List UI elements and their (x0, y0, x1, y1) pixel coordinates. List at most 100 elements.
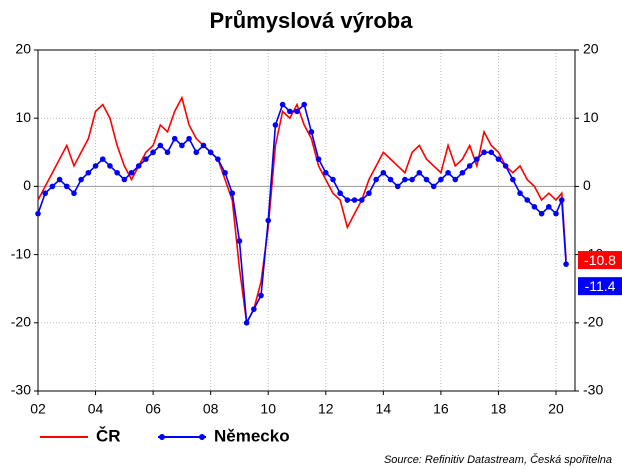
legend-marker (159, 434, 165, 440)
series-marker (546, 204, 552, 210)
series-marker (157, 142, 164, 149)
series-marker (107, 163, 113, 169)
series-marker (71, 190, 77, 197)
end-label: -11.4 (585, 278, 616, 294)
series-marker (279, 101, 286, 108)
series-marker (92, 163, 99, 169)
series-marker (366, 190, 372, 197)
series-marker (243, 320, 250, 326)
series-marker (517, 190, 523, 197)
series-marker (452, 176, 459, 183)
series-marker (114, 169, 120, 176)
series-marker (135, 163, 142, 169)
legend-label: Německo (214, 426, 290, 445)
series-marker (495, 156, 502, 162)
series-marker (531, 204, 538, 210)
series-marker (258, 292, 264, 299)
series-marker (344, 197, 351, 203)
series-marker (42, 190, 48, 197)
series-marker (193, 149, 200, 156)
series-marker (200, 142, 207, 149)
y-tick-label: -20 (11, 314, 31, 330)
series-marker (409, 176, 415, 183)
series-marker (49, 183, 56, 190)
end-label-box (578, 277, 622, 296)
series-marker (150, 149, 156, 156)
x-tick-label: 20 (548, 401, 564, 417)
series-marker (301, 101, 307, 108)
series-marker (229, 190, 236, 197)
series-marker (373, 176, 379, 183)
series-marker (563, 261, 569, 267)
y2-tick-label: -20 (583, 314, 603, 330)
series-marker (186, 135, 192, 142)
x-tick-label: 08 (203, 401, 219, 417)
series-marker (35, 210, 41, 217)
series-marker (510, 176, 516, 183)
series-marker (143, 156, 149, 162)
legend-marker (199, 434, 205, 440)
y-tick-label: -10 (11, 245, 31, 261)
series-marker (488, 149, 495, 156)
y-tick-label: 0 (23, 177, 31, 193)
series-marker (466, 163, 473, 169)
series-marker (315, 156, 322, 162)
y-tick-label: 20 (15, 41, 31, 57)
series-marker (394, 183, 401, 190)
series-marker (56, 176, 63, 183)
series-marker (222, 169, 228, 176)
legend-label: ČR (96, 426, 121, 445)
series-line (37, 95, 567, 326)
x-tick-label: 10 (260, 401, 276, 417)
y-tick-label: 10 (15, 109, 31, 125)
x-tick-label: 14 (376, 401, 392, 417)
series-marker (358, 197, 365, 203)
series-marker (330, 176, 336, 183)
series-marker (99, 156, 106, 162)
series-marker (380, 169, 387, 176)
series-marker (63, 183, 70, 190)
series-marker (402, 176, 408, 183)
series-marker (430, 183, 437, 190)
series-marker (337, 190, 343, 197)
series-marker (423, 176, 430, 183)
series-marker (128, 169, 135, 176)
source: Source: Refinitiv Datastream, Česká spoř… (384, 453, 612, 466)
series-marker (179, 142, 185, 149)
plot-frame (37, 49, 576, 392)
chart-title: Průmyslová výroba (210, 8, 414, 33)
series-marker (481, 149, 487, 156)
series-marker (322, 169, 329, 176)
x-tick-label: 02 (30, 401, 46, 417)
series-marker (502, 163, 509, 169)
series-marker (459, 169, 466, 176)
series-marker (474, 156, 480, 162)
series-marker (164, 149, 171, 156)
series-marker (272, 122, 279, 128)
y2-tick-label: -30 (583, 382, 603, 398)
x-tick-label: 04 (88, 401, 104, 417)
series-marker (207, 149, 214, 156)
series-marker (294, 108, 300, 115)
series-marker (85, 169, 92, 176)
series-marker (171, 135, 178, 142)
x-tick-label: 18 (491, 401, 507, 417)
y-tick-label: -30 (11, 382, 31, 398)
series-marker (558, 197, 565, 203)
series-marker (287, 108, 293, 115)
x-tick-label: 12 (318, 401, 334, 417)
y2-tick-label: 20 (583, 41, 599, 57)
series-marker (265, 217, 272, 224)
series-marker (351, 197, 358, 203)
series-marker (308, 129, 315, 135)
series-marker (438, 176, 444, 183)
series-marker (121, 176, 128, 183)
series-marker (78, 176, 84, 183)
end-label: -10.8 (584, 252, 616, 268)
y2-tick-label: 0 (583, 177, 591, 193)
series-marker (553, 210, 559, 217)
series-marker (387, 176, 394, 183)
end-label-box (578, 251, 622, 270)
x-tick-label: 16 (433, 401, 449, 417)
